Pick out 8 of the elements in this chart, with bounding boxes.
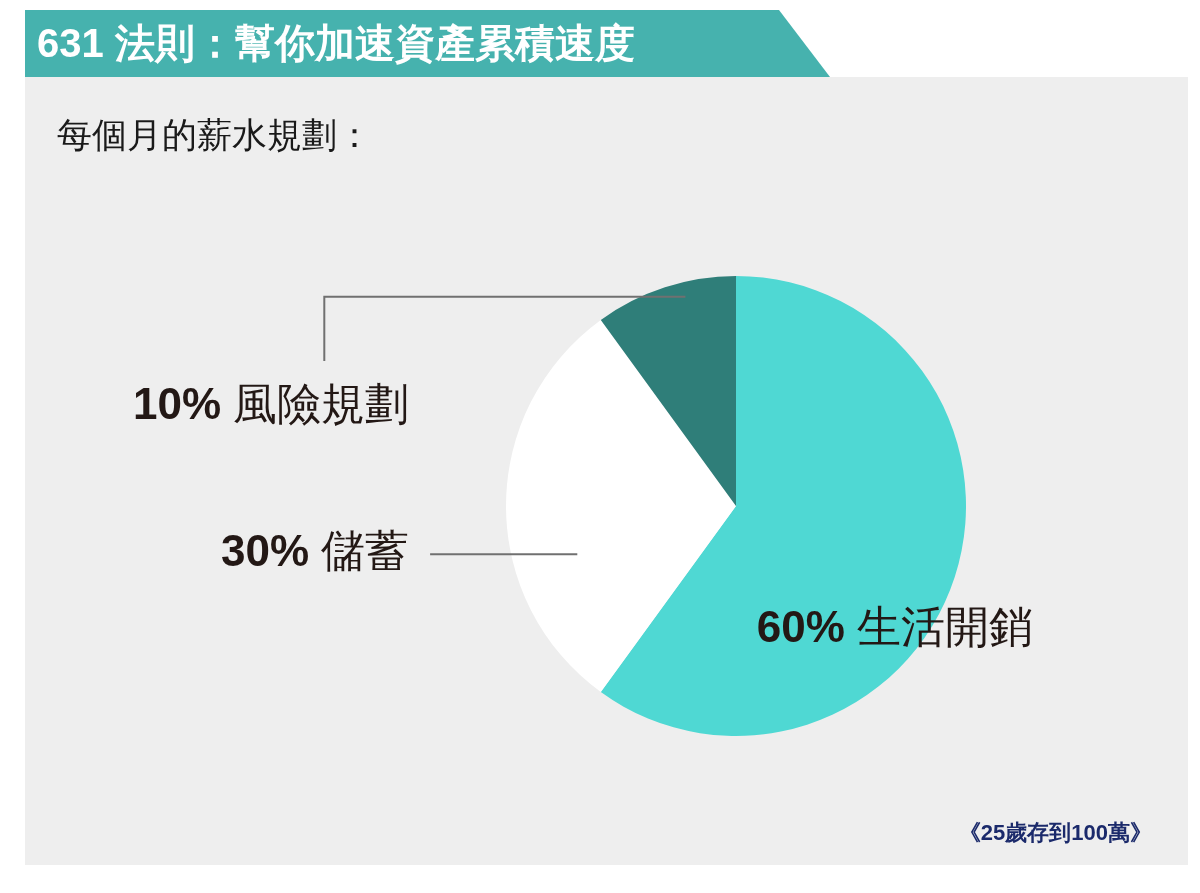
chart-title: 631 法則：幫你加速資產累積速度 [37, 20, 635, 67]
data-label: 10% [133, 379, 222, 429]
text: 《25歲存到100萬》 [958, 819, 1152, 847]
data-label: 60% [756, 602, 845, 652]
slice-label: 儲蓄 [321, 526, 410, 576]
chart-subtitle: 每個月的薪水規劃： [57, 114, 372, 156]
data-label: 30% [221, 526, 310, 576]
slice-label: 風險規劃 [233, 379, 410, 429]
